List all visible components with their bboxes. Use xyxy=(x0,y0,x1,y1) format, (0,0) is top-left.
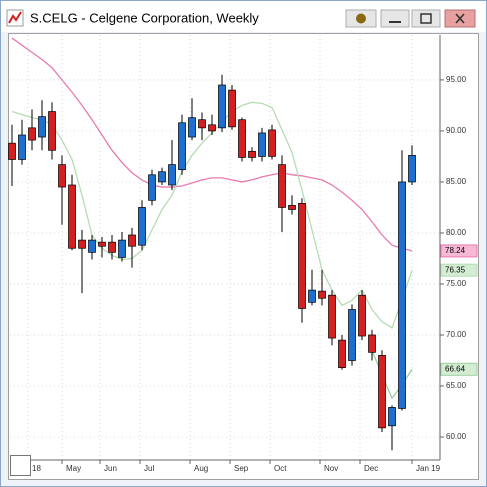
candle-body xyxy=(58,164,66,188)
candle-body xyxy=(308,289,316,303)
x-tick-label: Oct xyxy=(274,464,287,473)
candle-body xyxy=(108,241,116,253)
price-tag xyxy=(440,244,478,258)
candle-body xyxy=(298,203,306,309)
candle-body xyxy=(78,239,86,249)
candle-body xyxy=(8,142,16,160)
candle-body xyxy=(48,111,56,151)
minimize-button[interactable] xyxy=(380,9,410,28)
y-tick-label: 80.00 xyxy=(446,228,467,237)
candle-body xyxy=(148,174,156,201)
app-icon xyxy=(6,9,24,27)
x-tick-label: Nov xyxy=(324,464,338,473)
candle-body xyxy=(18,134,26,160)
candle-body xyxy=(198,119,206,129)
y-tick-label: 65.00 xyxy=(446,381,467,390)
candle-body xyxy=(248,150,256,158)
x-tick-label: Jan 19 xyxy=(416,464,441,473)
candle-body xyxy=(268,129,276,157)
price-tag-label: 66.64 xyxy=(445,364,466,373)
color-button[interactable] xyxy=(345,9,377,28)
candle-body xyxy=(128,234,136,247)
y-tick-label: 95.00 xyxy=(446,75,467,84)
candle-body xyxy=(138,207,146,246)
y-tick-label: 60.00 xyxy=(446,432,467,441)
candle-body xyxy=(228,89,236,128)
close-button[interactable] xyxy=(444,9,476,28)
x-tick-label: Jul xyxy=(144,464,154,473)
candle-body xyxy=(178,122,186,171)
candle-body xyxy=(398,181,406,409)
candle-body xyxy=(318,290,326,299)
candle-body xyxy=(288,205,296,210)
y-tick-label: 75.00 xyxy=(446,279,467,288)
price-tag xyxy=(440,362,478,376)
price-tag-label: 78.24 xyxy=(445,246,466,255)
candle-body xyxy=(348,309,356,361)
price-tag-label: 76.35 xyxy=(445,265,466,274)
candle-body xyxy=(388,407,396,427)
y-tick-label: 90.00 xyxy=(446,126,467,135)
candle-body xyxy=(168,164,176,186)
candle-body xyxy=(188,117,196,138)
candle-body xyxy=(358,294,366,337)
x-tick-label: Sep xyxy=(234,464,249,473)
candle-body xyxy=(88,239,96,253)
y-tick-label: 85.00 xyxy=(446,177,467,186)
candle-body xyxy=(158,171,166,183)
candle-body xyxy=(328,294,336,339)
x-tick-label: May xyxy=(66,464,81,473)
candle-body xyxy=(258,132,266,157)
ma-line xyxy=(11,37,413,252)
candle-body xyxy=(338,339,346,369)
price-tag xyxy=(440,263,478,277)
x-tick-label: Dec xyxy=(364,464,378,473)
candle-body xyxy=(28,127,36,141)
candle-body xyxy=(368,334,376,353)
candle-body xyxy=(208,124,216,132)
window-title: S.CELG - Celgene Corporation, Weekly xyxy=(30,10,259,25)
candle-body xyxy=(98,241,106,247)
candle-body xyxy=(408,155,416,183)
plot: 60.00 65.00 70.00 75.00 80.00 85.00 90.00 95.00… xyxy=(8,35,478,473)
y-tick-label: 70.00 xyxy=(446,330,467,339)
candle-body xyxy=(238,119,246,158)
restore-button[interactable] xyxy=(411,9,441,28)
candle-body xyxy=(278,164,286,208)
x-tick-label: Aug xyxy=(194,464,208,473)
candle-body xyxy=(378,355,386,429)
candle-body xyxy=(218,84,226,129)
candle-body xyxy=(118,239,126,258)
candle-body xyxy=(38,116,46,138)
x-tick-label: Jun xyxy=(104,464,117,473)
candle-body xyxy=(68,184,76,249)
corner-box[interactable] xyxy=(10,455,31,476)
x-tick-label: 18 xyxy=(32,464,41,473)
